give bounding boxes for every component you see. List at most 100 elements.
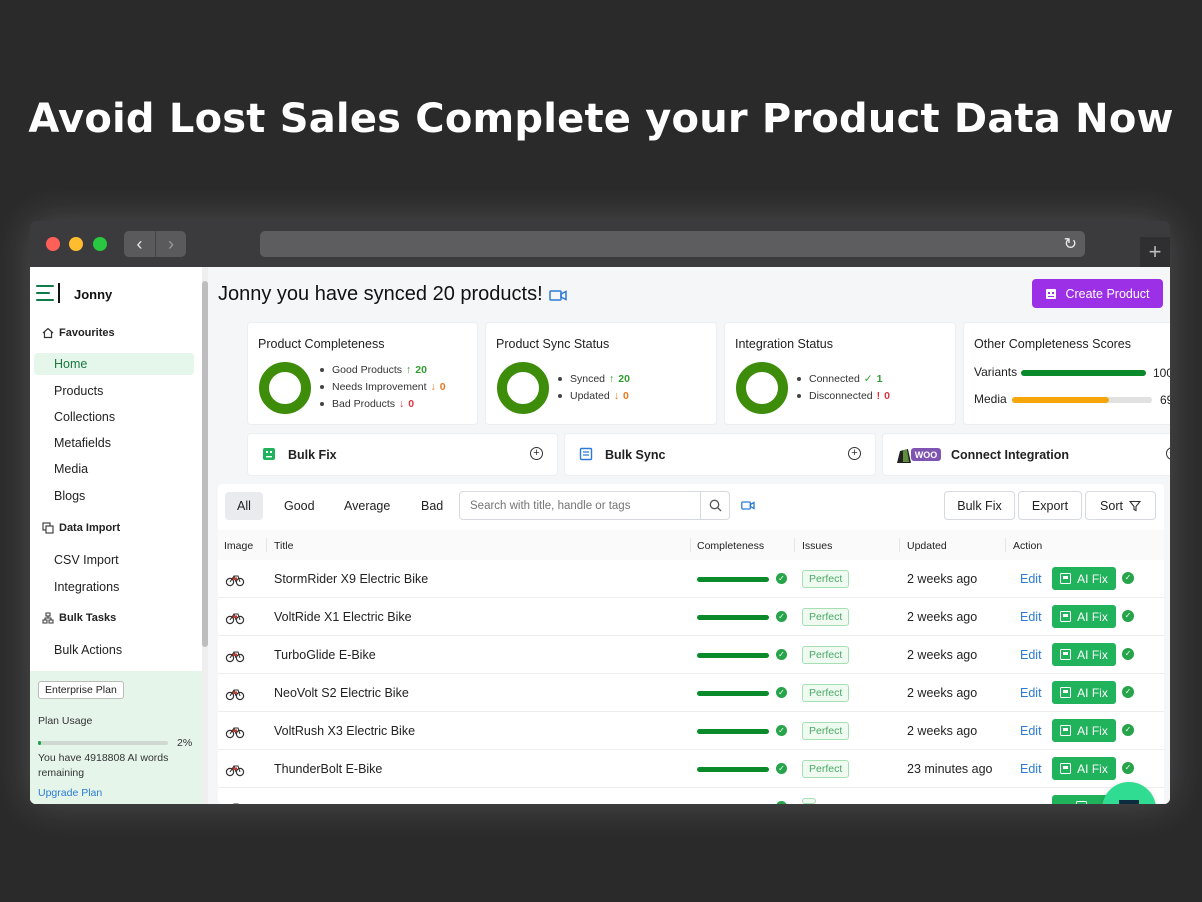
product-title[interactable]: VoltRide X1 Electric Bike (274, 610, 412, 624)
brand-logo[interactable]: Jonny (36, 283, 112, 305)
ai-fix-button[interactable]: AI Fix (1052, 567, 1116, 590)
browser-titlebar: ‹ › ↻ + (30, 221, 1170, 267)
reload-icon[interactable]: ↻ (1063, 236, 1077, 253)
ai-fix-button[interactable]: AI Fix (1052, 643, 1116, 666)
video-icon[interactable] (741, 500, 755, 511)
create-product-button[interactable]: Create Product (1032, 279, 1163, 308)
variants-fill (1021, 370, 1146, 376)
create-product-label: Create Product (1065, 286, 1150, 301)
close-window-button[interactable] (46, 237, 60, 251)
favourites-label: Favourites (59, 327, 115, 339)
svg-text:WOO: WOO (915, 450, 938, 460)
product-thumbnail[interactable] (225, 645, 245, 665)
media-bar (1012, 397, 1152, 403)
completeness-bar (697, 653, 769, 658)
sidebar-item-integrations[interactable]: Integrations (54, 580, 120, 594)
card-title: Product Sync Status (496, 337, 610, 351)
edit-link[interactable]: Edit (1020, 572, 1042, 586)
search-input[interactable] (460, 492, 690, 519)
back-icon[interactable]: ‹ (136, 233, 143, 254)
column-action: Action (1013, 540, 1043, 552)
issue-badge: Perfect (802, 722, 850, 740)
ai-fix-label: AI Fix (1077, 761, 1108, 776)
updated-time: 2 weeks ago (907, 686, 978, 700)
completeness-bar (697, 577, 769, 582)
filter-tab-all[interactable]: All (225, 492, 263, 520)
product-thumbnail[interactable] (225, 683, 245, 703)
product-thumbnail[interactable] (225, 797, 245, 804)
product-thumbnail[interactable] (225, 607, 245, 627)
check-circle-icon: ✓ (776, 763, 787, 774)
card-title: Product Completeness (258, 337, 385, 351)
browser-window: ‹ › ↻ + Jonny Favourites Home (30, 221, 1170, 804)
filter-icon (1128, 500, 1141, 511)
minimize-window-button[interactable] (69, 237, 83, 251)
bulk-sync-card[interactable]: Bulk Sync + (564, 433, 876, 476)
upgrade-plan-link[interactable]: Upgrade Plan (38, 787, 103, 799)
product-title[interactable]: NeoVolt S2 Electric Bike (274, 686, 409, 700)
product-thumbnail[interactable] (225, 721, 245, 741)
ai-fix-button[interactable]: AI Fix (1052, 681, 1116, 704)
new-tab-button[interactable]: + (1140, 237, 1170, 267)
sidebar-item-metafields[interactable]: Metafields (54, 436, 111, 450)
bulk-tasks-label: Bulk Tasks (59, 612, 117, 624)
other-scores-card: Other Completeness Scores Variants 100% … (963, 322, 1170, 425)
bulk-fix-label: Bulk Fix (288, 448, 337, 462)
add-circle-icon[interactable]: + (1166, 447, 1170, 460)
data-import-label: Data Import (59, 522, 121, 534)
sidebar-item-products[interactable]: Products (54, 384, 104, 398)
table-header: Image Title Completeness Issues Updated … (218, 530, 1164, 560)
home-icon (42, 327, 54, 339)
variants-percent: 100% (1153, 366, 1170, 380)
ai-fix-button[interactable]: AI Fix (1052, 605, 1116, 628)
export-button[interactable]: Export (1018, 491, 1082, 520)
app-content: Jonny Favourites Home Products Collectio… (30, 267, 1170, 804)
sort-button[interactable]: Sort (1085, 491, 1156, 520)
edit-link[interactable]: Edit (1020, 762, 1042, 776)
ai-fix-button[interactable] (1052, 795, 1116, 804)
exclamation-icon: ! (876, 390, 881, 402)
updated-time: 2 weeks ago (907, 572, 978, 586)
connect-integration-card[interactable]: WOO Connect Integration + (882, 433, 1170, 476)
edit-link[interactable]: Edit (1020, 724, 1042, 738)
sidebar-item-blogs[interactable]: Blogs (54, 489, 86, 503)
plan-badge: Enterprise Plan (38, 681, 124, 699)
address-bar[interactable]: ↻ (260, 231, 1085, 257)
sidebar-item-home[interactable]: Home (34, 353, 194, 375)
media-label: Media (974, 392, 1007, 406)
forward-icon[interactable]: › (155, 231, 186, 257)
maximize-window-button[interactable] (93, 237, 107, 251)
sidebar-scroll-thumb[interactable] (202, 281, 208, 647)
sidebar-item-collections[interactable]: Collections (54, 410, 116, 424)
product-title[interactable]: StormRider X9 Electric Bike (274, 572, 429, 586)
column-image: Image (224, 540, 254, 552)
card-title: Integration Status (735, 337, 833, 351)
filter-tab-bad[interactable]: Bad (421, 499, 444, 513)
edit-link[interactable]: Edit (1020, 648, 1042, 662)
product-thumbnail[interactable] (225, 569, 245, 589)
products-panel: All Good Average Bad Bulk Fix Export Sor… (218, 484, 1164, 804)
sidebar-item-bulk-actions[interactable]: Bulk Actions (54, 643, 123, 657)
add-circle-icon[interactable]: + (848, 447, 861, 460)
product-title[interactable]: VoltRush X3 Electric Bike (274, 724, 416, 738)
bulk-fix-card[interactable]: Bulk Fix + (247, 433, 558, 476)
ai-fix-button[interactable]: AI Fix (1052, 719, 1116, 742)
sidebar-item-csv-import[interactable]: CSV Import (54, 553, 119, 567)
filter-tab-good[interactable]: Good (284, 499, 315, 513)
product-thumbnail[interactable] (225, 759, 245, 779)
bulk-fix-button[interactable]: Bulk Fix (944, 491, 1015, 520)
check-circle-icon: ✓ (1122, 724, 1134, 736)
filter-tab-average[interactable]: Average (344, 499, 391, 513)
chat-launcher-button[interactable] (1102, 782, 1156, 804)
sidebar-item-media[interactable]: Media (54, 462, 89, 476)
product-title[interactable]: ThunderBolt E-Bike (274, 762, 383, 776)
sidebar-scrollbar[interactable] (202, 267, 208, 804)
add-circle-icon[interactable]: + (530, 447, 543, 460)
edit-link[interactable]: Edit (1020, 686, 1042, 700)
product-title[interactable]: TurboGlide E-Bike (274, 648, 376, 662)
edit-link[interactable]: Edit (1020, 610, 1042, 624)
search-button[interactable] (700, 492, 729, 519)
greeting-row: Jonny you have synced 20 products! (218, 283, 567, 306)
robot-icon (1060, 725, 1072, 736)
ai-fix-button[interactable]: AI Fix (1052, 757, 1116, 780)
